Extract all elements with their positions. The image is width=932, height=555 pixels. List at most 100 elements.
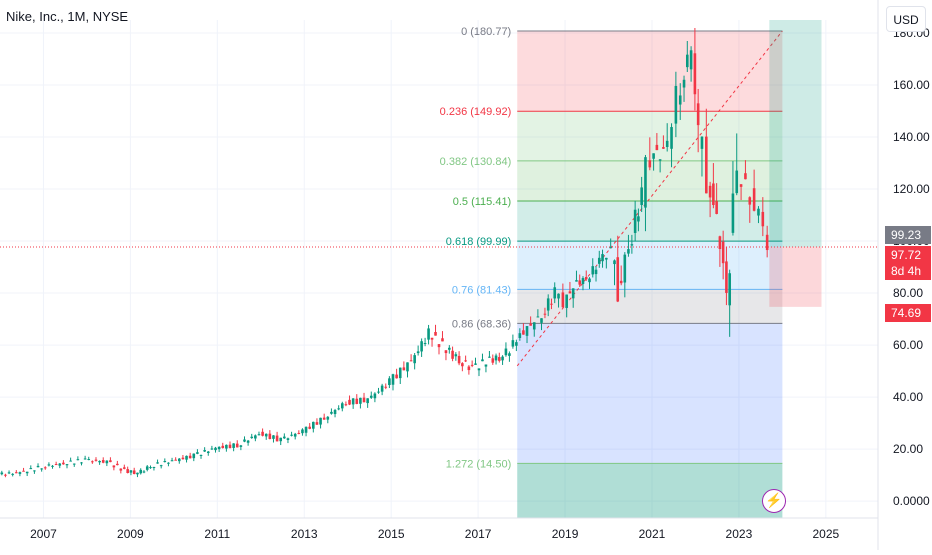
candle-body [504, 348, 508, 356]
y-tick-label: 60.00 [893, 338, 923, 352]
fib-zone [517, 200, 783, 242]
candle-body [301, 429, 304, 434]
candle-body [257, 434, 261, 436]
bar-countdown: 8d 4h [891, 264, 922, 278]
candle-body [139, 469, 143, 474]
candle-body [210, 448, 214, 450]
candle-body [293, 433, 297, 437]
candle-body [529, 323, 532, 326]
candle-body [177, 458, 181, 462]
candle-body [662, 147, 665, 149]
candle-body [623, 254, 627, 283]
candle-body [355, 398, 359, 404]
candle-body [304, 426, 308, 433]
lightning-icon[interactable]: ⚡ [762, 489, 786, 513]
candle-body [272, 435, 275, 439]
candle-body [591, 266, 595, 275]
candle-body [644, 157, 647, 208]
candle-body [584, 277, 588, 280]
candle-body [319, 417, 322, 425]
candle-body [221, 445, 225, 449]
symbol-title: Nike, Inc., 1M, NYSE [6, 9, 129, 24]
candle-body [498, 357, 501, 361]
candle-body [627, 249, 630, 254]
candle-body [330, 411, 333, 414]
candle-body [398, 367, 402, 379]
candle-body [655, 144, 659, 151]
candle-body [65, 464, 69, 466]
candle-body [532, 322, 536, 330]
candle-body [373, 393, 377, 399]
candle-body [101, 460, 105, 463]
candle-body [575, 280, 578, 282]
candle-body [413, 355, 416, 364]
candle-body [409, 360, 413, 362]
candle-body [7, 472, 11, 474]
y-tick-label: 120.00 [893, 182, 930, 196]
candle-body [553, 287, 557, 299]
candle-body [98, 460, 101, 463]
y-tick-label: 160.00 [893, 78, 930, 92]
candle-body [14, 472, 18, 474]
candle-body [192, 453, 196, 459]
candle-body [613, 260, 616, 265]
fib-zone [517, 323, 783, 464]
candle-body [174, 459, 177, 461]
candle-body [261, 431, 264, 436]
candle-body [665, 140, 669, 148]
candle-body [0, 472, 4, 475]
fib-trend-line [516, 30, 783, 367]
prev-price-value: 99.23 [891, 228, 922, 242]
candle-body [384, 386, 388, 388]
candle-body [290, 434, 293, 436]
currency-button[interactable]: USD [886, 6, 926, 32]
candle-body [235, 443, 239, 448]
candle-body [268, 433, 272, 439]
candle-body [196, 452, 199, 454]
candle-body [340, 403, 344, 409]
fib-level-label: 0.236 (149.92) [440, 106, 512, 118]
candle-body [18, 472, 22, 474]
x-tick-label: 2017 [465, 527, 492, 541]
fib-level-label: 0.86 (68.36) [452, 318, 511, 330]
candle-body [54, 464, 58, 466]
candle-body [156, 462, 159, 464]
candle-body [4, 474, 7, 476]
candle-body [149, 467, 152, 469]
candle-body [29, 468, 33, 470]
candle-body [511, 340, 515, 347]
candle-body [461, 363, 464, 367]
candle-body [62, 462, 65, 465]
candle-body [484, 364, 488, 367]
candle-body [83, 458, 87, 460]
candle-body [728, 273, 731, 306]
candle-body [601, 254, 604, 262]
candle-body [744, 173, 747, 180]
candle-body [494, 355, 498, 361]
candle-body [725, 261, 728, 293]
candle-body [423, 343, 427, 345]
candle-body [228, 444, 232, 449]
candle-body [388, 378, 391, 386]
candle-body [731, 193, 735, 233]
candle-body [420, 341, 423, 352]
candle-body [693, 53, 697, 95]
candle-body [761, 211, 765, 227]
candle-body [217, 446, 221, 450]
candle-body [351, 398, 355, 405]
candle-body [578, 280, 582, 285]
candle-body [119, 468, 123, 471]
candle-body [25, 471, 29, 474]
candle-body [152, 466, 156, 468]
candle-body [47, 464, 51, 466]
candle-body [348, 399, 351, 405]
candle-body [652, 153, 655, 159]
candle-body [129, 470, 133, 473]
candle-body [454, 354, 458, 357]
candle-body [522, 330, 525, 335]
candle-body [112, 465, 116, 468]
candle-body [427, 328, 430, 340]
candle-body [648, 160, 652, 168]
